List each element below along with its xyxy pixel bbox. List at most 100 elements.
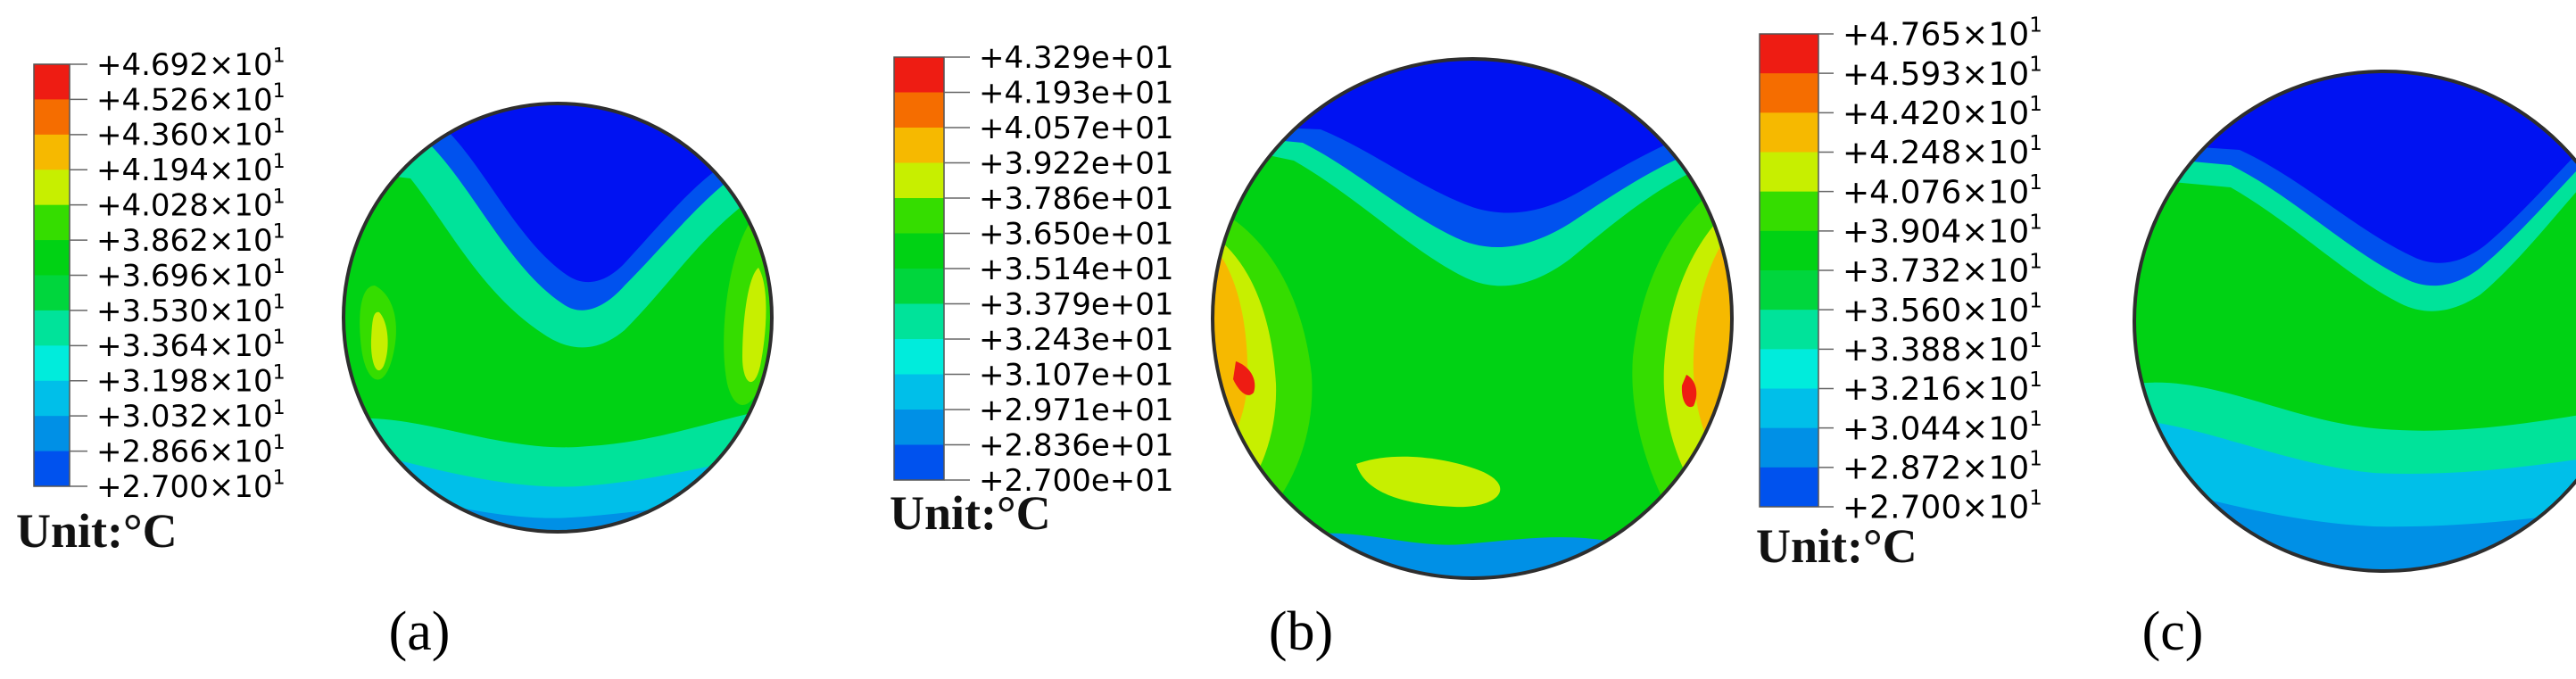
zone-orange-right bbox=[750, 410, 764, 434]
panel-caption: (b) bbox=[1269, 601, 1333, 662]
legend-value-label: +4.765×101 bbox=[1843, 13, 2042, 53]
legend-value-label: +3.922e+01 bbox=[979, 145, 1174, 181]
legend-value-label: +3.379e+01 bbox=[979, 286, 1174, 322]
contour-disk-b bbox=[1211, 57, 1734, 580]
legend-swatch bbox=[1760, 73, 1818, 113]
legend-swatch bbox=[894, 162, 944, 199]
legend-swatch bbox=[34, 345, 70, 382]
legend-value-label: +3.198×101 bbox=[96, 361, 286, 399]
legend-swatch bbox=[894, 92, 944, 128]
legend-value-label: +4.420×101 bbox=[1843, 93, 2042, 132]
panel-b: +4.329e+01+4.193e+01+4.057e+01+3.922e+01… bbox=[890, 40, 1734, 662]
unit-label: Unit:°C bbox=[16, 504, 178, 558]
disk-outline bbox=[1211, 57, 1734, 580]
legend-value-label: +2.872×101 bbox=[1843, 447, 2042, 486]
legend-value-label: +3.862×101 bbox=[96, 221, 286, 259]
legend-swatch bbox=[34, 99, 70, 136]
legend-swatch bbox=[34, 134, 70, 170]
legend-swatch bbox=[1760, 152, 1818, 193]
legend-swatch bbox=[894, 374, 944, 410]
legend-value-label: +2.866×101 bbox=[96, 432, 286, 469]
legend-value-label: +3.364×101 bbox=[96, 327, 286, 364]
legend-swatch bbox=[894, 233, 944, 269]
contour-disk-a bbox=[342, 102, 774, 534]
legend-value-label: +3.732×101 bbox=[1843, 250, 2042, 289]
disk-outline bbox=[2133, 70, 2576, 573]
legend-value-label: +4.692×101 bbox=[96, 46, 286, 83]
legend-value-label: +3.904×101 bbox=[1843, 211, 2042, 250]
zone-red-left bbox=[1233, 361, 1255, 395]
legend-a: +4.692×101+4.526×101+4.360×101+4.194×101… bbox=[33, 46, 286, 505]
legend-value-label: +4.593×101 bbox=[1843, 54, 2042, 93]
legend-value-label: +3.530×101 bbox=[96, 292, 286, 329]
legend-value-label: +4.360×101 bbox=[96, 115, 286, 153]
legend-value-label: +4.193e+01 bbox=[979, 75, 1174, 111]
legend-swatch bbox=[34, 310, 70, 346]
legend-b: +4.329e+01+4.193e+01+4.057e+01+3.922e+01… bbox=[893, 40, 1174, 499]
legend-swatch bbox=[34, 204, 70, 241]
legend-value-label: +4.329e+01 bbox=[979, 40, 1174, 76]
legend-swatch bbox=[894, 198, 944, 234]
legend-value-label: +4.028×101 bbox=[96, 186, 286, 223]
legend-value-label: +2.836e+01 bbox=[979, 427, 1174, 463]
legend-value-label: +3.560×101 bbox=[1843, 290, 2042, 329]
legend-swatch bbox=[894, 303, 944, 340]
legend-swatch bbox=[894, 57, 944, 93]
legend-swatch bbox=[1760, 230, 1818, 271]
legend-value-label: +3.044×101 bbox=[1843, 408, 2042, 447]
legend-swatch bbox=[34, 240, 70, 276]
legend-swatch bbox=[1760, 388, 1818, 429]
disk-outline bbox=[342, 102, 774, 534]
legend-swatch bbox=[894, 128, 944, 163]
legend-swatch bbox=[1760, 270, 1818, 311]
legend-value-label: +3.216×101 bbox=[1843, 368, 2042, 408]
legend-value-label: +3.243e+01 bbox=[979, 322, 1174, 358]
legend-value-label: +4.057e+01 bbox=[979, 111, 1174, 146]
legend-value-label: +2.700×101 bbox=[1843, 486, 2042, 526]
legend-swatch bbox=[34, 451, 70, 487]
zone-teal-vshape bbox=[344, 134, 772, 348]
zone-red-right bbox=[1681, 375, 1697, 408]
unit-label: Unit:°C bbox=[1756, 519, 1918, 573]
contour-disk-c bbox=[2133, 70, 2576, 573]
legend-swatch bbox=[894, 410, 944, 445]
legend-swatch bbox=[894, 269, 944, 304]
legend-value-label: +3.650e+01 bbox=[979, 216, 1174, 252]
legend-swatch bbox=[34, 170, 70, 206]
legend-value-label: +4.526×101 bbox=[96, 80, 286, 118]
zone-yellow-left bbox=[370, 311, 388, 371]
zone-yellow-right bbox=[742, 268, 766, 383]
legend-value-label: +2.971e+01 bbox=[979, 393, 1174, 428]
legend-swatch bbox=[1760, 310, 1818, 350]
panel-caption: (c) bbox=[2142, 601, 2204, 662]
legend-value-label: +2.700×101 bbox=[96, 468, 286, 505]
panel-caption: (a) bbox=[389, 601, 451, 662]
zone-yellow-center bbox=[1356, 456, 1501, 508]
legend-swatch bbox=[894, 339, 944, 375]
legend-swatch bbox=[894, 444, 944, 481]
legend-swatch bbox=[1760, 112, 1818, 153]
legend-value-label: +3.032×101 bbox=[96, 397, 286, 435]
legend-swatch bbox=[1760, 467, 1818, 508]
unit-label: Unit:°C bbox=[890, 486, 1051, 540]
legend-c: +4.765×101+4.593×101+4.420×101+4.248×101… bbox=[1759, 13, 2042, 526]
legend-value-label: +3.786e+01 bbox=[979, 181, 1174, 217]
legend-value-label: +4.194×101 bbox=[96, 151, 286, 188]
legend-swatch bbox=[34, 380, 70, 417]
legend-swatch bbox=[34, 64, 70, 100]
zone-darkblue-top bbox=[344, 104, 772, 282]
legend-value-label: +3.696×101 bbox=[96, 256, 286, 294]
legend-value-label: +4.248×101 bbox=[1843, 132, 2042, 171]
legend-value-label: +2.700e+01 bbox=[979, 463, 1174, 499]
legend-value-label: +3.388×101 bbox=[1843, 329, 2042, 368]
panel-a: +4.692×101+4.526×101+4.360×101+4.194×101… bbox=[16, 46, 774, 662]
legend-value-label: +3.514e+01 bbox=[979, 252, 1174, 287]
panel-c: +4.765×101+4.593×101+4.420×101+4.248×101… bbox=[1756, 13, 2576, 662]
zone-darkblue-top bbox=[2134, 71, 2576, 263]
legend-swatch bbox=[1760, 427, 1818, 468]
legend-swatch bbox=[1760, 34, 1818, 74]
legend-swatch bbox=[34, 275, 70, 311]
legend-swatch bbox=[1760, 191, 1818, 232]
legend-swatch bbox=[1760, 349, 1818, 389]
